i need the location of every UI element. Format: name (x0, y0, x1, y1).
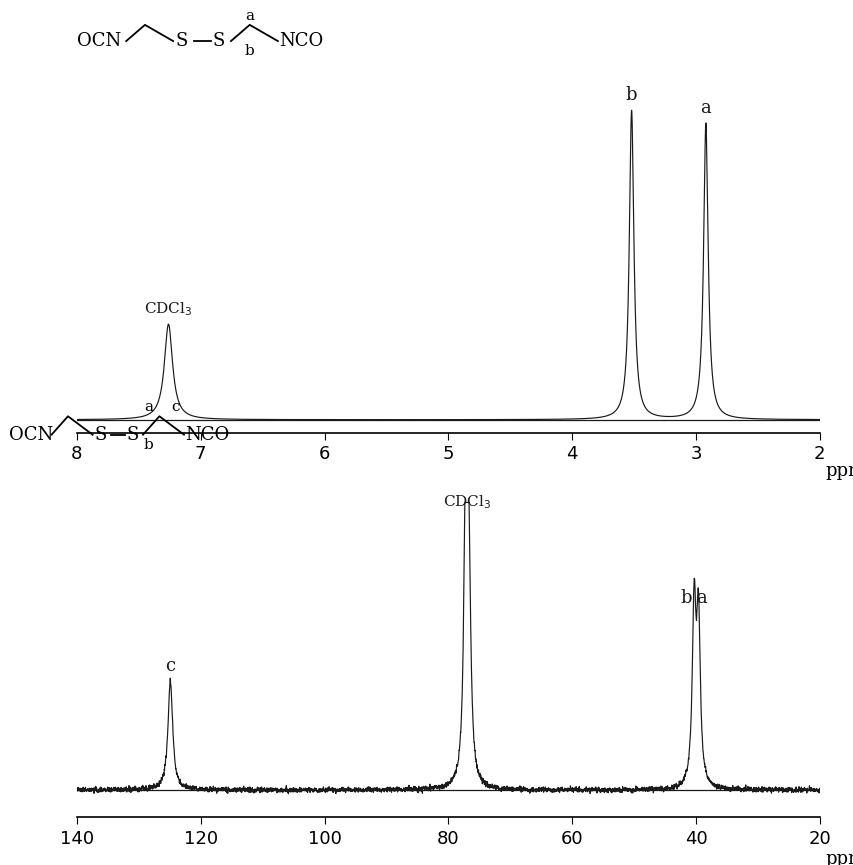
Text: c: c (171, 400, 180, 414)
Text: CDCl$_3$: CDCl$_3$ (442, 493, 490, 510)
X-axis label: ppm: ppm (825, 850, 853, 865)
Text: OCN: OCN (9, 426, 53, 444)
Text: a: a (245, 10, 254, 23)
Text: S: S (212, 32, 224, 50)
Text: S: S (176, 32, 188, 50)
Text: CDCl$_3$: CDCl$_3$ (144, 300, 193, 317)
Text: b: b (680, 588, 692, 606)
Text: NCO: NCO (184, 426, 229, 444)
Text: c: c (165, 657, 175, 675)
Text: OCN: OCN (77, 32, 121, 50)
Text: a: a (695, 588, 706, 606)
Text: b: b (625, 86, 636, 105)
Text: S: S (95, 426, 107, 444)
Text: a: a (144, 400, 153, 414)
Text: NCO: NCO (278, 32, 322, 50)
Text: b: b (245, 43, 254, 58)
Text: a: a (699, 99, 711, 117)
Text: b: b (143, 438, 154, 452)
X-axis label: ppm: ppm (825, 462, 853, 479)
Text: S: S (126, 426, 139, 444)
